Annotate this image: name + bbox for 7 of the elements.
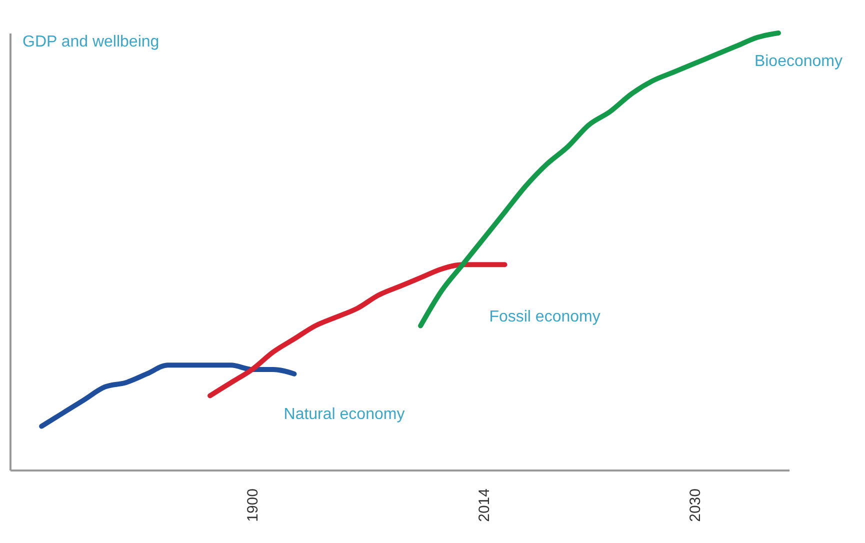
y-axis-title: GDP and wellbeing [22, 34, 160, 50]
text: Fossil economy [489, 308, 600, 326]
series-label: Bioeconomy [754, 53, 842, 70]
x-tick-label: 2014 [476, 488, 494, 522]
x-tick-label: 1900 [244, 488, 262, 522]
text: Natural economy [284, 406, 405, 423]
x-tick-label: 2030 [686, 488, 704, 522]
